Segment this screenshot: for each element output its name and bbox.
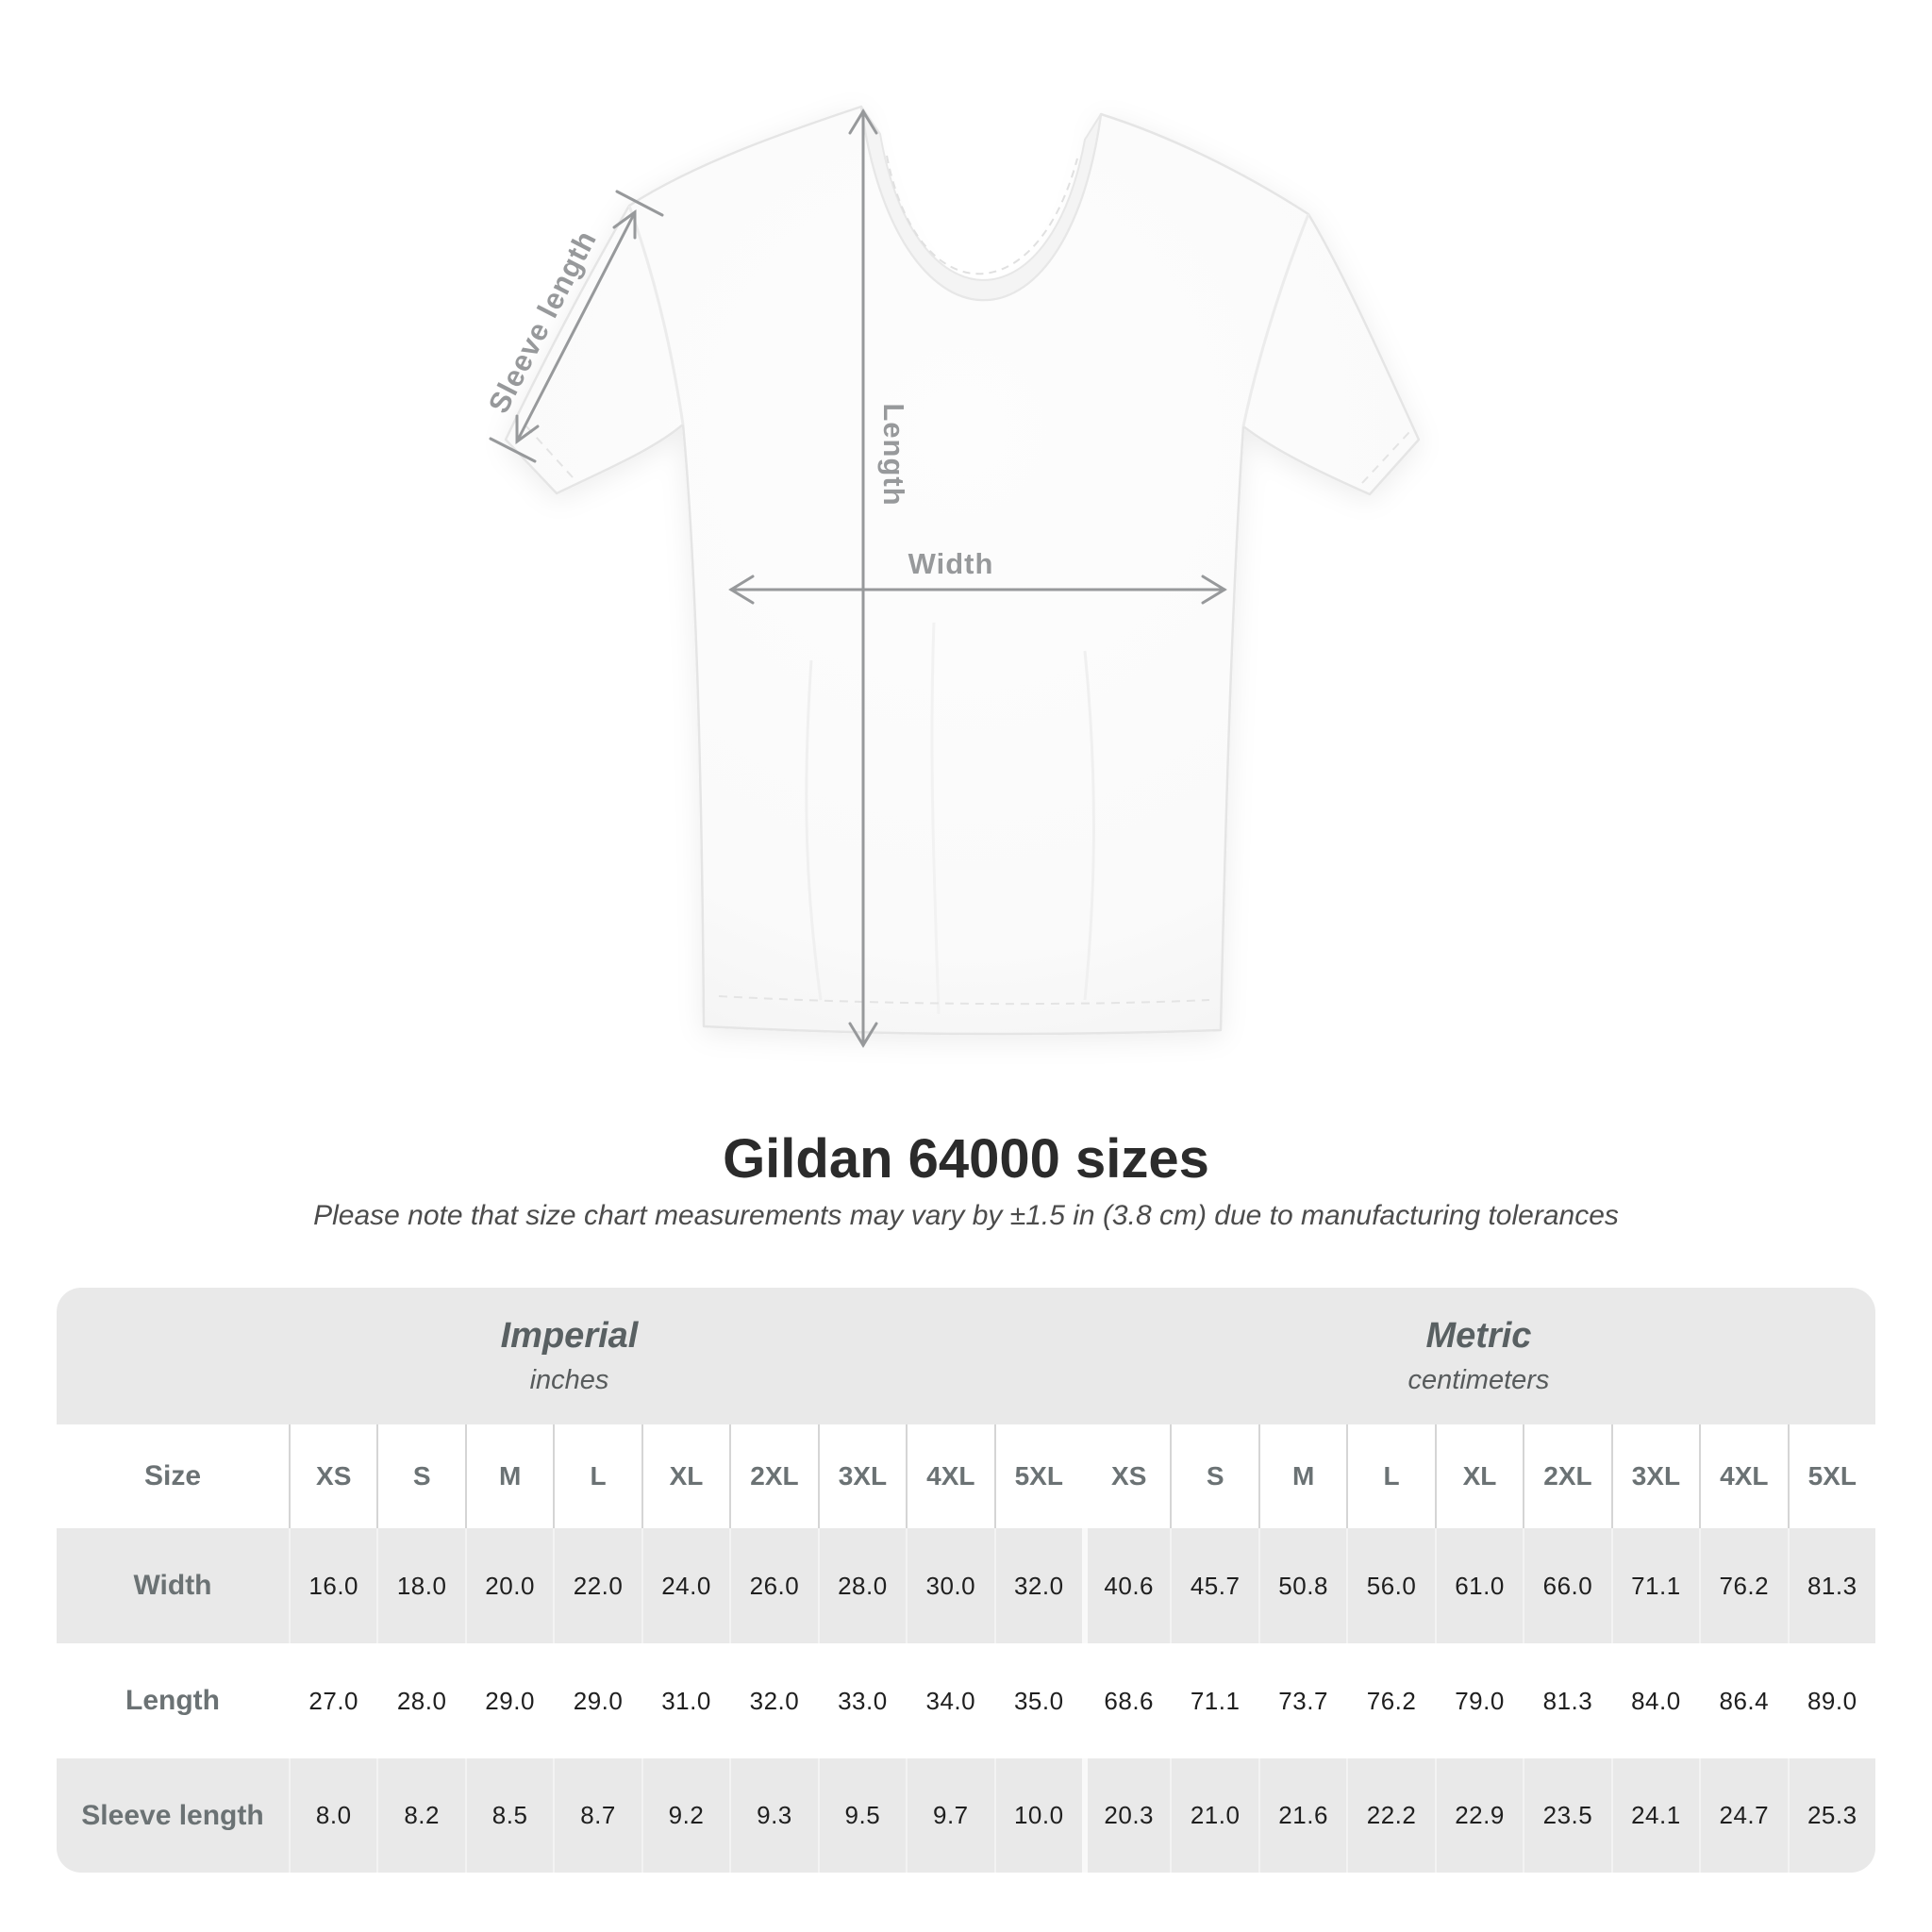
size-col-header: 5XL	[993, 1424, 1082, 1528]
measurement-value-cell: 56.0	[1346, 1528, 1435, 1643]
measurement-value-cell: 79.0	[1434, 1643, 1524, 1758]
measurement-value-cell: 73.7	[1257, 1643, 1347, 1758]
measurement-value-cell: 20.3	[1081, 1758, 1171, 1873]
measurement-value-cell: 81.3	[1787, 1528, 1875, 1643]
measurement-value-cell: 40.6	[1081, 1528, 1171, 1643]
size-col-header: M	[464, 1424, 554, 1528]
measurement-value-cell: 21.6	[1257, 1758, 1347, 1873]
measurement-value-cell: 8.2	[376, 1758, 465, 1873]
tshirt-diagram: Length Width Sleeve length	[482, 105, 1421, 1048]
measurement-value-cell: 32.0	[993, 1528, 1082, 1643]
page-title: Gildan 64000 sizes	[723, 1128, 1209, 1190]
measurement-value-cell: 31.0	[641, 1643, 730, 1758]
measurement-value-cell: 22.2	[1346, 1758, 1435, 1873]
measurement-value-cell: 45.7	[1170, 1528, 1258, 1643]
size-col-header: XL	[641, 1424, 730, 1528]
measurement-value-cell: 21.0	[1170, 1758, 1258, 1873]
measurement-row-label: Length	[57, 1643, 289, 1758]
measurement-value-cell: 28.0	[817, 1528, 907, 1643]
size-col-header: 2XL	[1523, 1424, 1611, 1528]
measurement-value-cell: 24.1	[1610, 1758, 1700, 1873]
measurement-value-cell: 86.4	[1699, 1643, 1788, 1758]
measurement-value-cell: 29.0	[464, 1643, 554, 1758]
measurement-value-cell: 9.2	[641, 1758, 730, 1873]
measurement-value-cell: 22.0	[553, 1528, 641, 1643]
size-col-header: 3XL	[1610, 1424, 1700, 1528]
measurement-value-cell: 24.0	[641, 1528, 730, 1643]
metric-header-unit: centimeters	[1407, 1365, 1550, 1395]
size-col-header: M	[1257, 1424, 1347, 1528]
imperial-header: Imperial inches	[57, 1288, 1082, 1424]
sleeve-length-arrow	[489, 190, 664, 463]
size-col-header: 4XL	[906, 1424, 994, 1528]
measurement-value-cell: 84.0	[1610, 1643, 1700, 1758]
measurement-value-cell: 22.9	[1434, 1758, 1524, 1873]
size-col-header: S	[376, 1424, 465, 1528]
measurement-value-cell: 76.2	[1699, 1528, 1788, 1643]
imperial-header-unit: inches	[529, 1365, 609, 1395]
measurement-value-cell: 61.0	[1434, 1528, 1524, 1643]
size-col-header: S	[1170, 1424, 1258, 1528]
measurement-value-cell: 25.3	[1787, 1758, 1875, 1873]
measurement-value-cell: 33.0	[817, 1643, 907, 1758]
size-col-header: 4XL	[1699, 1424, 1788, 1528]
length-arrow	[848, 108, 878, 1048]
measurement-value-cell: 29.0	[553, 1643, 641, 1758]
measurement-value-cell: 81.3	[1523, 1643, 1611, 1758]
measurement-value-cell: 8.7	[553, 1758, 641, 1873]
measurement-value-cell: 71.1	[1170, 1643, 1258, 1758]
measurement-value-cell: 30.0	[906, 1528, 994, 1643]
imperial-header-label: Imperial	[500, 1316, 639, 1356]
measurement-value-cell: 35.0	[993, 1643, 1082, 1758]
measurement-value-cell: 76.2	[1346, 1643, 1435, 1758]
width-arrow	[728, 575, 1227, 605]
measurement-value-cell: 24.7	[1699, 1758, 1788, 1873]
measurement-value-cell: 50.8	[1257, 1528, 1347, 1643]
measurement-value-cell: 9.7	[906, 1758, 994, 1873]
measurement-value-cell: 16.0	[289, 1528, 377, 1643]
measurement-value-cell: 9.3	[729, 1758, 818, 1873]
size-col-header: XL	[1434, 1424, 1524, 1528]
measurement-value-cell: 18.0	[376, 1528, 465, 1643]
collar-stitch	[886, 155, 1078, 275]
metric-header-label: Metric	[1425, 1316, 1532, 1356]
measurement-value-cell: 71.1	[1610, 1528, 1700, 1643]
measurement-annotations	[489, 108, 1227, 1048]
hem-stitches	[525, 425, 1410, 1006]
size-col-header: 3XL	[817, 1424, 907, 1528]
size-corner-header: Size	[57, 1424, 289, 1528]
measurement-value-cell: 66.0	[1523, 1528, 1611, 1643]
page-subtitle: Please note that size chart measurements…	[313, 1200, 1619, 1231]
size-col-header: 5XL	[1787, 1424, 1875, 1528]
measurement-value-cell: 10.0	[993, 1758, 1082, 1873]
measurement-value-cell: 32.0	[729, 1643, 818, 1758]
size-col-header: L	[553, 1424, 641, 1528]
tshirt-shape	[504, 105, 1421, 1036]
collar	[860, 106, 1102, 301]
size-table: Imperial inches Metric centimeters Size …	[57, 1288, 1875, 1873]
measurement-row-label: Width	[57, 1528, 289, 1643]
width-label: Width	[908, 547, 994, 580]
measurement-row-label: Sleeve length	[57, 1758, 289, 1873]
length-label: Length	[877, 403, 910, 506]
metric-header: Metric centimeters	[1081, 1288, 1875, 1424]
shirt-seams	[627, 205, 1310, 1015]
size-col-header: L	[1346, 1424, 1435, 1528]
size-col-header: XS	[289, 1424, 377, 1528]
measurement-value-cell: 89.0	[1787, 1643, 1875, 1758]
measurement-value-cell: 9.5	[817, 1758, 907, 1873]
measurement-value-cell: 34.0	[906, 1643, 994, 1758]
size-table-grid: Imperial inches Metric centimeters Size …	[57, 1288, 1875, 1873]
measurement-value-cell: 8.5	[464, 1758, 554, 1873]
measurement-value-cell: 20.0	[464, 1528, 554, 1643]
measurement-value-cell: 28.0	[376, 1643, 465, 1758]
measurement-value-cell: 23.5	[1523, 1758, 1611, 1873]
size-col-header: XS	[1081, 1424, 1171, 1528]
size-col-header: 2XL	[729, 1424, 818, 1528]
measurement-value-cell: 26.0	[729, 1528, 818, 1643]
measurement-value-cell: 8.0	[289, 1758, 377, 1873]
measurement-value-cell: 27.0	[289, 1643, 377, 1758]
measurement-value-cell: 68.6	[1081, 1643, 1171, 1758]
